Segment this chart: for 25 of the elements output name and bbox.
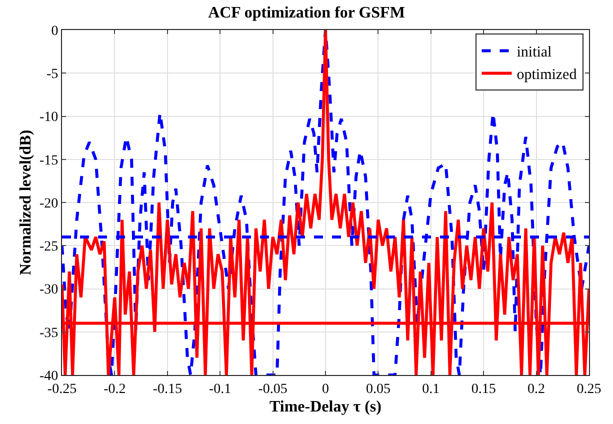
y-tick-label: -10 bbox=[40, 110, 58, 126]
x-tick-label: 0.2 bbox=[528, 382, 546, 397]
x-tick-label: -0.2 bbox=[104, 382, 126, 397]
y-tick-label: -5 bbox=[46, 67, 58, 82]
x-tick-label: 0.1 bbox=[422, 382, 440, 397]
x-tick-label: 0.25 bbox=[576, 382, 602, 397]
y-axis-title: Normalized level(dB) bbox=[17, 130, 34, 276]
x-tick-label: 0.15 bbox=[471, 382, 496, 397]
x-tick-label: -0.1 bbox=[209, 382, 232, 397]
legend-label: initial bbox=[516, 44, 552, 61]
y-tick-label: -25 bbox=[40, 240, 58, 255]
x-tick-label: -0.25 bbox=[47, 382, 77, 397]
y-tick-label: -20 bbox=[40, 196, 58, 212]
legend-label: optimized bbox=[516, 67, 578, 84]
x-tick-label: -0.15 bbox=[152, 382, 182, 397]
x-tick-label: 0.05 bbox=[366, 382, 390, 397]
chart-title: ACF optimization for GSFM bbox=[208, 4, 405, 22]
y-tick-label: -15 bbox=[40, 153, 58, 168]
y-tick-label: -35 bbox=[40, 326, 58, 341]
x-axis-title: Time-Delay τ (s) bbox=[270, 398, 382, 416]
x-tick-label: 0 bbox=[322, 382, 329, 397]
y-tick-label: -40 bbox=[40, 368, 58, 384]
y-tick-label: 0 bbox=[51, 24, 58, 39]
y-tick-label: -30 bbox=[40, 282, 58, 298]
x-tick-label: -0.05 bbox=[258, 382, 288, 397]
